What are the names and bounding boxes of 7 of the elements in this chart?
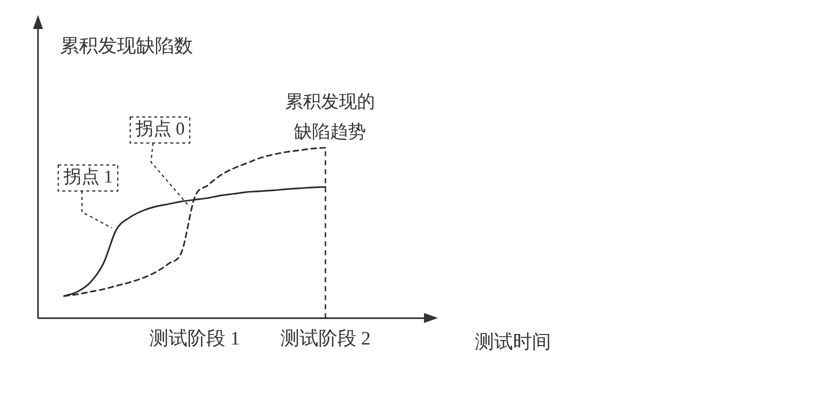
text: 累积发现的缺陷趋势	[285, 92, 375, 142]
text: 拐点 0	[134, 118, 185, 139]
x-axis-title: 测试时间	[475, 332, 551, 354]
y-axis-title: 累积发现缺陷数	[60, 36, 193, 57]
annotation: 拐点 1	[62, 166, 113, 187]
x-tick-label: 测试阶段 1	[150, 328, 240, 350]
x-tick-label: 测试阶段 2	[280, 328, 371, 350]
